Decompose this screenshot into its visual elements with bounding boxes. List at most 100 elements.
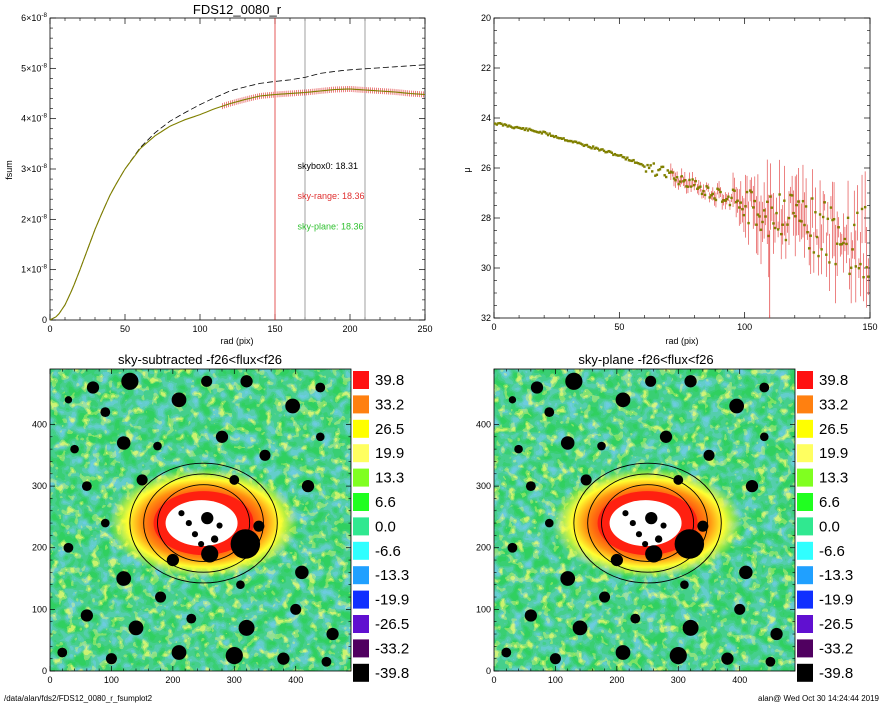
- mu-data-point: [550, 134, 553, 138]
- sky-annotation: sky-range: 18.36: [298, 191, 365, 201]
- mu-data-point: [610, 151, 614, 154]
- masked-source: [565, 372, 583, 390]
- mu-data-point: [863, 205, 867, 209]
- masked-source: [81, 481, 92, 492]
- masked-source: [116, 436, 131, 450]
- mu-data-point: [744, 205, 747, 208]
- mu-data-point: [674, 179, 677, 182]
- mu-data-point: [686, 185, 690, 188]
- sky-plane-image: 0 100 200 300 400 0 100 200 300 400: [476, 368, 796, 685]
- mu-data-point: [762, 209, 766, 212]
- mu-data-point: [706, 186, 710, 189]
- masked-source: [544, 407, 555, 418]
- masked-source: [121, 372, 139, 390]
- masked-source: [560, 571, 576, 586]
- mu-data-point: [556, 136, 559, 139]
- x-tick-label: 200: [165, 675, 180, 685]
- colorbar-label: 6.6: [819, 494, 840, 511]
- mu-data-point: [517, 126, 520, 129]
- mu-data-point: [697, 186, 701, 189]
- mu-data-point: [548, 132, 551, 135]
- masked-source: [530, 381, 544, 394]
- mu-data-point: [792, 211, 795, 215]
- mu-data-point: [738, 206, 741, 209]
- y-tick-label: 200: [32, 543, 47, 553]
- mu-data-point: [539, 130, 542, 134]
- mu-data-point: [666, 169, 669, 172]
- colorbar-swatch: [353, 590, 369, 609]
- masked-source: [191, 531, 199, 538]
- mu-data-point: [784, 238, 788, 242]
- mu-data-point: [856, 211, 859, 215]
- y-tick-label: 32: [481, 313, 491, 323]
- mu-data-point: [529, 128, 533, 132]
- y-tick-label: 22: [481, 63, 491, 73]
- colorbar-swatch: [353, 419, 369, 438]
- mu-data-point: [851, 248, 854, 251]
- mu-data-point: [618, 154, 621, 157]
- mu-data-point: [621, 155, 624, 159]
- mu-data-point: [862, 276, 865, 279]
- y-tick-label: 400: [32, 419, 47, 429]
- mu-data-point: [577, 141, 581, 144]
- mu-data-point: [638, 162, 641, 166]
- mu-data-point: [495, 123, 499, 126]
- masked-source: [295, 565, 309, 580]
- mu-data-point: [532, 129, 536, 133]
- masked-source: [259, 449, 271, 461]
- mu-data-point: [525, 127, 528, 130]
- colorbar-label: 33.2: [819, 396, 848, 413]
- fsum-solid-series: [49, 88, 426, 321]
- masked-source: [610, 553, 623, 567]
- colorbar-label: -33.2: [819, 640, 853, 657]
- mu-data-point: [867, 275, 870, 278]
- y-tick-label: 100: [476, 604, 491, 614]
- masked-source: [680, 580, 689, 590]
- colorbar-label: -26.5: [375, 616, 409, 633]
- x-tick-label: 0: [47, 324, 52, 334]
- masked-source: [669, 646, 687, 665]
- masked-source: [285, 398, 301, 414]
- masked-bright-star: [230, 529, 261, 559]
- mu-data-point: [504, 123, 508, 127]
- mu-data-point: [753, 199, 756, 203]
- mu-data-point: [848, 272, 851, 276]
- fsum-plot-area: 0 50 100 150 200 250 0 1×10-8 2×10-8 3×10-8 4×10-8…: [21, 12, 432, 334]
- mu-data-point: [531, 129, 534, 132]
- mu-data-point: [655, 173, 659, 176]
- mu-data-point: [859, 262, 862, 266]
- mu-data-point: [623, 156, 626, 159]
- mu-data-point: [812, 251, 816, 254]
- mu-data-point: [814, 211, 817, 214]
- y-tick-label: 400: [476, 419, 491, 429]
- mu-data-point: [755, 223, 758, 226]
- masked-source: [572, 620, 588, 636]
- mu-data-point: [503, 123, 506, 126]
- mu-data-point: [748, 189, 752, 192]
- colorbar-label: -6.6: [819, 543, 845, 560]
- fsum-chart-title: FDS12_0080_r: [193, 2, 282, 17]
- mu-data-point: [599, 148, 603, 151]
- mu-data-point: [713, 197, 716, 200]
- mu-data-point: [821, 215, 825, 219]
- mu-data-point: [512, 126, 516, 130]
- mu-data-point: [658, 168, 662, 171]
- masked-source: [64, 396, 73, 404]
- sky-plane-title: sky-plane -f26<flux<f26: [578, 352, 713, 367]
- mu-data-point: [708, 196, 711, 199]
- masked-source: [659, 430, 673, 443]
- mu-data-point: [605, 150, 609, 154]
- masked-source: [739, 565, 753, 580]
- mu-data-point: [574, 140, 578, 144]
- masked-source: [560, 436, 575, 450]
- masked-source: [198, 540, 205, 548]
- masked-source: [622, 510, 629, 517]
- masked-source: [544, 518, 554, 528]
- colorbar-swatch: [353, 493, 369, 511]
- masked-source: [321, 656, 332, 667]
- y-tick-label: 300: [476, 481, 491, 491]
- masked-source: [128, 620, 144, 636]
- mu-data-point: [840, 242, 844, 246]
- mu-data-point: [834, 262, 837, 266]
- mu-data-point: [649, 164, 652, 167]
